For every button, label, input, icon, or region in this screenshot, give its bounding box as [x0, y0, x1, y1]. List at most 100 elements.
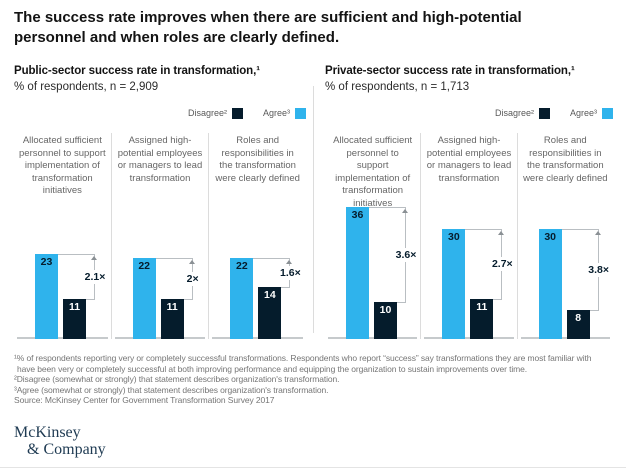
source-line: Source: McKinsey Center for Government T…	[14, 395, 275, 405]
disagree-bar: 11	[63, 299, 86, 339]
footnote-2: ²Disagree (somewhat or strongly) that st…	[14, 374, 340, 384]
anno-bottom-line	[86, 299, 95, 300]
agree-bar: 36	[346, 207, 369, 339]
category-column: Roles and responsibilities in the transf…	[516, 133, 613, 339]
logo-line1: McKinsey	[14, 424, 81, 441]
ratio-label: 2×	[184, 271, 201, 286]
disagree-bar: 11	[160, 299, 184, 339]
category-column: Assigned high-potential employees or man…	[110, 133, 209, 339]
disagree-value: 10	[379, 304, 392, 316]
category-label: Roles and responsibilities in the transf…	[215, 135, 300, 184]
bar-group: 30 8 3.8×	[518, 197, 613, 339]
panel-divider	[313, 86, 314, 333]
disagree-bar: 8	[566, 310, 590, 339]
exhibit-title-line1: The success rate improves when there are…	[14, 9, 522, 26]
agree-swatch	[602, 107, 613, 119]
legend-public: Disagree² Agree³	[14, 107, 306, 119]
bar-group: 22 14 1.6×	[209, 197, 306, 339]
footnote-3: ³Agree (somewhat or strongly) that state…	[14, 384, 329, 395]
baseline	[17, 337, 108, 339]
baseline	[328, 337, 418, 339]
agree-value: 30	[544, 231, 556, 243]
ratio-label: 3.6×	[393, 247, 419, 262]
legend-item-agree: Agree³	[569, 107, 613, 119]
anno-bottom-line	[589, 310, 599, 311]
private-columns: Allocated sufficient personnel to suppor…	[325, 133, 613, 339]
agree-bar: 30	[442, 229, 466, 339]
anno-top-line	[465, 229, 503, 230]
agree-bar: 30	[538, 229, 562, 339]
bottom-rule	[0, 467, 626, 468]
anno-top-line	[369, 207, 406, 208]
baseline	[114, 337, 206, 339]
disagree-value: 8	[575, 312, 582, 324]
panel-subtitle-private: % of respondents, n = 1,713	[325, 81, 470, 93]
baseline	[424, 337, 514, 339]
legend-label-agree: Agree³	[569, 108, 597, 118]
exhibit-title-line2: personnel and when roles are clearly def…	[14, 29, 340, 46]
panel-title-private: Private-sector success rate in transform…	[325, 65, 575, 77]
disagree-value: 11	[68, 301, 81, 313]
disagree-bar: 10	[374, 302, 397, 339]
anno-top-line	[58, 254, 95, 255]
public-columns: Allocated sufficient personnel to suppor…	[14, 133, 306, 339]
disagree-value: 11	[476, 301, 488, 313]
agree-bar: 22	[132, 258, 156, 339]
legend-label-agree: Agree³	[262, 108, 290, 118]
bar-group: 30 11 2.7×	[421, 197, 516, 339]
legend-item-disagree: Disagree²	[494, 107, 550, 119]
anno-bottom-line	[281, 287, 291, 288]
category-column: Roles and responsibilities in the transf…	[208, 133, 306, 339]
agree-value: 22	[236, 260, 248, 272]
anno-bottom-line	[183, 299, 193, 300]
public-sector-panel: Public-sector success rate in transforma…	[14, 64, 306, 339]
legend-item-disagree: Disagree²	[187, 107, 243, 119]
legend-private: Disagree² Agree³	[325, 107, 613, 119]
ratio-label: 2.7×	[489, 257, 515, 271]
footnote-1-line2: have been very or completely successful …	[17, 363, 528, 374]
ratio-label: 3.8×	[586, 262, 612, 277]
bar-group: 36 10 3.6×	[325, 197, 420, 339]
agree-value: 23	[40, 256, 53, 268]
footnotes: ¹% of respondents reporting very or comp…	[14, 353, 620, 406]
agree-value: 36	[351, 209, 364, 221]
category-label: Assigned high-potential employees or man…	[426, 135, 512, 184]
panel-subtitle-public: % of respondents, n = 2,909	[14, 81, 159, 93]
legend-item-agree: Agree³	[262, 107, 306, 119]
legend-label-disagree: Disagree²	[494, 108, 534, 118]
disagree-value: 11	[166, 301, 178, 313]
logo-line2: & Company	[27, 441, 106, 458]
baseline	[520, 337, 610, 339]
agree-swatch	[295, 107, 306, 119]
footnote-1-line1: ¹% of respondents reporting very or comp…	[14, 353, 592, 363]
exhibit-title: The success rate improves when there are…	[14, 8, 604, 48]
disagree-swatch	[538, 107, 550, 119]
disagree-swatch	[231, 107, 243, 119]
category-label: Assigned high-potential employees or man…	[117, 135, 203, 184]
private-sector-panel: Private-sector success rate in transform…	[325, 64, 613, 339]
anno-bottom-line	[397, 302, 406, 303]
bar-group: 22 11 2×	[112, 197, 209, 339]
panel-title-public: Public-sector success rate in transforma…	[14, 65, 260, 77]
anno-top-line	[561, 229, 599, 230]
category-column: Allocated sufficient personnel to suppor…	[325, 133, 420, 339]
mckinsey-logo: McKinsey & Company	[14, 424, 106, 458]
baseline	[212, 337, 304, 339]
disagree-value: 14	[264, 289, 276, 301]
category-column: Assigned high-potential employees or man…	[420, 133, 516, 339]
ratio-label: 1.6×	[277, 265, 303, 280]
category-label: Allocated sufficient personnel to suppor…	[19, 135, 106, 196]
bar-group: 23 11 2.1×	[14, 197, 111, 339]
agree-bar: 23	[35, 254, 58, 339]
legend-label-disagree: Disagree²	[187, 108, 227, 118]
agree-value: 30	[447, 231, 460, 243]
category-label: Roles and responsibilities in the transf…	[523, 135, 608, 184]
ratio-label: 2.1×	[82, 269, 108, 284]
disagree-bar: 14	[258, 287, 282, 339]
category-label: Allocated sufficient personnel to suppor…	[333, 135, 413, 209]
disagree-bar: 11	[470, 299, 494, 339]
agree-value: 22	[138, 260, 151, 272]
anno-top-line	[253, 258, 291, 259]
anno-top-line	[155, 258, 193, 259]
anno-bottom-line	[493, 299, 503, 300]
